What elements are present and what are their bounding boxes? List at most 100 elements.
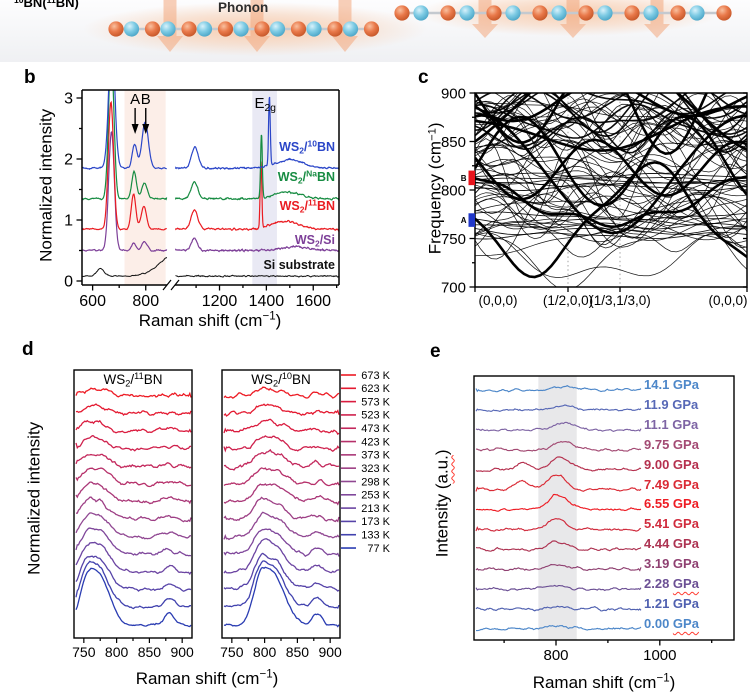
spectrum-curve-Sisubstrate [82,256,339,278]
boron-atom [440,5,456,21]
x-tick-label: 900 [170,644,194,660]
spectrum-623K [223,403,340,417]
x-tick-label: 600 [79,293,106,310]
y-tick-label: 700 [441,280,466,297]
spectrum-14.1GPa [475,385,642,393]
temperature-curves-0 [75,387,192,628]
spectrum-253K [223,528,340,558]
spectrum-213K [75,541,192,576]
plot-frame [73,369,193,639]
panel-b-raman-spectra: b Normalized intensity 0 1 2 3 600 800 1200 140… [22,68,402,343]
spectrum-173K [223,552,340,592]
nitrogen-atom [233,21,249,37]
nitrogen-atom [459,5,475,21]
nitrogen-atom [160,21,176,37]
arrow-head-icon [131,124,139,134]
kpoint-label: (0,0,0) [478,293,517,308]
legend-temperature-label: 573 K [361,396,390,408]
legend-label-2: WS2/11BN [280,197,335,214]
x-tick-label: 850 [286,644,310,660]
nitrogen-atom [551,5,567,21]
nitrogen-atom [413,5,429,21]
spectrum-4.44GPa [475,540,642,552]
x-tick-label: 800 [253,644,277,660]
legend-label-3: WS2/Si [295,233,335,249]
spectrum-77K [75,567,192,628]
pressure-label-7.49: 7.49 GPa [644,476,699,492]
x-tick-label: 1600 [295,293,331,310]
kpoint-label: (0,0,0) [708,293,747,308]
annotation-e2g: E2g [255,95,277,114]
plot-frame [473,375,735,641]
x-tick-label: 800 [105,644,129,660]
spectrum-623K [75,403,192,416]
legend-temperature-label: 473 K [361,423,390,435]
panel-b-plot: 0 1 2 3 600 800 1200 1400 1600 Raman shift (cm−1)… [64,89,340,330]
x-tick-label: 750 [72,644,96,660]
spectrum-curve-WS2Si [82,131,339,253]
x-tick-label: 1200 [202,293,238,310]
pressure-label-0.00: 0.00 GPa [644,615,699,631]
legend-temperature-label: 173 K [361,516,390,528]
panel-d-temperature-raman: d Normalized intensity 750 800 850 900 WS2/1… [18,338,418,700]
y-tick-label: 800 [441,183,466,200]
spectrum-523K [223,435,340,453]
axes [81,89,340,291]
spectrum-373K [223,483,340,506]
pressure-label-9.75: 9.75 GPa [644,436,699,452]
boron-atom [532,5,548,21]
y-tick-label: 1 [64,213,73,230]
spectrum-0.00GPa [476,624,642,632]
spectrum-133K [223,560,340,609]
spectrum-213K [223,538,340,574]
y-tick-label: 850 [441,134,466,151]
mode-letter-B: B [461,174,467,183]
spectrum-11.1GPa [475,421,642,433]
nitrogen-atom [505,5,521,21]
nitrogen-atom [196,21,213,37]
spectrum-473K [75,453,192,469]
panel-letter-b: b [24,67,36,88]
pressure-label-5.41: 5.41 GPa [644,516,699,532]
nitrogen-atom [689,5,705,21]
y-tick-label: 0 [64,274,73,291]
legend-temperature-label: 253 K [361,490,390,502]
panel-letter-d: d [22,339,34,360]
panel-b-xlabel: Raman shift (cm−1) [139,311,282,330]
spectrum-9.00GPa [475,456,642,473]
spectrum-673K [75,387,192,398]
spectrum-77K [223,566,340,628]
ticks [83,638,183,643]
y-tick-label: 750 [441,231,466,248]
spectrum-11.9GPa [475,404,642,413]
x-tick-label: 1000 [643,647,676,664]
spectrum-6.55GPa [475,493,642,512]
pressure-curves [475,385,642,632]
nitrogen-atom [643,5,659,21]
x-tick-label: 900 [318,644,342,660]
ticks [231,638,331,643]
pressure-label-2.28: 2.28 GPa [644,576,699,591]
spectrum-298K [223,511,340,541]
boron-atom [394,5,410,21]
legend-temperature-label: 77 K [367,543,390,555]
spectra-curves [82,90,339,278]
pressure-label-1.21: 1.21 GPa [644,595,699,611]
y-tick-label: 2 [64,152,73,169]
mode-letter-A: A [461,216,467,225]
highlight-band [538,376,577,640]
y-tick-label: 900 [441,86,466,103]
annotation-A: A [130,91,140,108]
spectrum-1.21GPa [475,605,642,612]
spectrum-curve-WS210BN [82,90,339,171]
spectrum-9.75GPa [475,440,642,452]
spectrum-7.49GPa [475,474,642,492]
boron-atom [217,21,234,37]
spectrum-423K [75,467,192,488]
spectrum-curve-WS2NaBN [82,90,339,201]
spectrum-3.19GPa [475,563,642,572]
pressure-label-11.1: 11.1 GPa [644,416,699,432]
boron-atom [486,5,502,21]
legend-temperature-label: 298 K [361,476,390,488]
panel-letter-e: e [430,341,441,362]
